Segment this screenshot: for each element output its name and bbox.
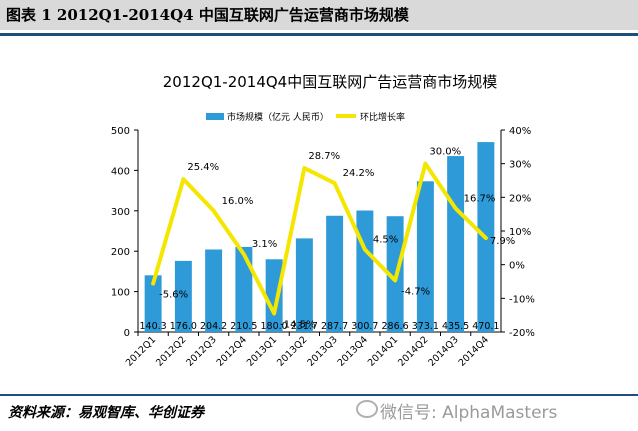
y-right-tick-label: 10% — [509, 227, 531, 238]
x-tick-label: 2014Q1 — [366, 334, 400, 368]
x-tick-label: 2013Q4 — [336, 334, 370, 368]
line-point — [242, 252, 246, 256]
bar — [356, 210, 374, 332]
x-tick-label: 2013Q3 — [305, 334, 339, 368]
bar-value-label: 435.5 — [442, 321, 469, 332]
chart-title: 2012Q1-2014Q4中国互联网广告运营商市场规模 — [163, 73, 497, 91]
x-tick-label: 2012Q1 — [124, 334, 158, 368]
figure-header: 图表 1 2012Q1-2014Q4 中国互联网广告运营商市场规模 — [0, 0, 638, 30]
line-value-label: 28.7% — [308, 151, 340, 162]
bar-value-label: 373.1 — [412, 321, 439, 332]
bar-value-label: 210.5 — [230, 321, 257, 332]
y-left-tick-label: 200 — [111, 247, 130, 258]
line-point — [363, 248, 367, 252]
x-axis-labels: 2012Q12012Q22012Q32012Q42013Q12013Q22013… — [124, 332, 491, 369]
y-left-tick-label: 400 — [111, 166, 130, 177]
line-point — [333, 181, 337, 185]
y-right-tick-label: 20% — [509, 193, 531, 204]
x-tick-label: 2012Q4 — [215, 334, 249, 368]
footer-rule — [0, 394, 638, 396]
bar — [447, 156, 465, 332]
y-right-tick-label: 0% — [509, 261, 525, 272]
y-left-tick-label: 300 — [111, 207, 130, 218]
y-axis-right: -20% -10% 0% 10% 20% 30% 40% — [500, 126, 535, 339]
line-value-label: 4.5% — [373, 235, 398, 246]
line-point — [181, 177, 185, 181]
line-value-label: 16.7% — [464, 193, 496, 204]
y-left-tick-label: 500 — [111, 126, 130, 137]
line-point — [423, 162, 427, 166]
bar-value-label: 231.7 — [291, 321, 318, 332]
x-tick-label: 2013Q1 — [245, 334, 279, 368]
source-note: 资料来源：易观智库、华创证券 — [8, 405, 204, 421]
bar-value-label: 180.0 — [261, 321, 288, 332]
y-left-tick-label: 0 — [124, 328, 130, 339]
x-tick-label: 2013Q2 — [275, 334, 309, 368]
legend: 市场规模（亿元 人民币） 环比增长率 — [206, 111, 405, 123]
x-tick-label: 2012Q2 — [154, 334, 188, 368]
line-value-label: -14.5% — [280, 319, 315, 330]
bar-value-label: 287.7 — [321, 321, 348, 332]
bar-series: 140.3 176.0 204.2 210.5 180.0 231.7 287.7 300.7… — [140, 142, 499, 332]
bar-value-label: 286.6 — [382, 321, 409, 332]
x-tick-label: 2012Q3 — [184, 334, 218, 368]
bar — [416, 181, 434, 332]
line-value-label: 16.0% — [222, 196, 254, 207]
legend-line-label: 环比增长率 — [360, 111, 405, 123]
y-right-tick-label: -20% — [509, 328, 535, 339]
line-value-label: 25.4% — [187, 162, 219, 173]
y-axis-left: 0 100 200 300 400 500 — [111, 126, 139, 339]
line-value-label: 7.9% — [490, 236, 515, 247]
y-right-tick-label: 30% — [509, 160, 531, 171]
bar-value-label: 140.3 — [140, 321, 167, 332]
bar — [295, 238, 313, 332]
wechat-icon — [356, 400, 378, 418]
header-rule — [0, 33, 638, 36]
line-point — [212, 209, 216, 213]
line-value-label: 3.1% — [252, 239, 277, 250]
bar-value-label: 470.1 — [472, 321, 499, 332]
x-tick-label: 2014Q3 — [426, 334, 460, 368]
y-left-tick-label: 100 — [111, 288, 130, 299]
bar — [205, 249, 223, 332]
bar — [235, 246, 253, 332]
line-point — [151, 282, 155, 286]
line-value-label: 30.0% — [429, 147, 461, 158]
line-point — [454, 206, 458, 210]
legend-bar-label: 市场规模（亿元 人民币） — [227, 111, 329, 123]
line-value-label: 24.2% — [343, 168, 375, 179]
growth-line — [151, 161, 488, 316]
legend-bar-swatch — [206, 113, 224, 120]
y-right-tick-label: -10% — [509, 294, 535, 305]
bar-value-label: 204.2 — [200, 321, 227, 332]
line-point — [393, 278, 397, 282]
line-series: -5.6% 25.4% 16.0% 3.1% -14.5% 28.7%24.2% 4.5% -… — [151, 147, 515, 330]
bar-value-label: 300.7 — [351, 321, 378, 332]
figure-title: 图表 1 2012Q1-2014Q4 中国互联网广告运营商市场规模 — [6, 6, 409, 24]
line-value-label: -4.7% — [401, 286, 430, 297]
bar — [265, 259, 283, 332]
x-tick-label: 2014Q4 — [457, 334, 491, 368]
bar — [174, 260, 192, 332]
bar — [326, 215, 344, 332]
line-point — [484, 236, 488, 240]
x-tick-label: 2014Q2 — [396, 334, 430, 368]
bar — [144, 275, 162, 332]
watermark-text: 微信号: AlphaMasters — [380, 403, 558, 423]
line-point — [272, 311, 276, 315]
line-value-label: -5.6% — [159, 290, 188, 301]
line-point — [302, 166, 306, 170]
y-right-tick-label: 40% — [509, 126, 531, 137]
bar-value-label: 176.0 — [170, 321, 197, 332]
chart: 2012Q1-2014Q4中国互联网广告运营商市场规模 市场规模（亿元 人民币）… — [111, 73, 535, 369]
